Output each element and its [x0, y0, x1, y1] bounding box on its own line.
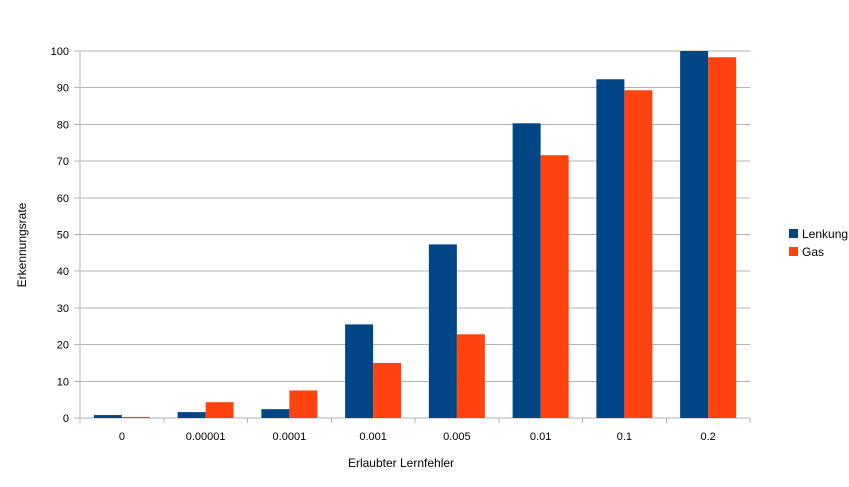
bar-lenkung-0.1 [596, 79, 625, 418]
gridlines [74, 50, 751, 423]
legend: Lenkung Gas [789, 227, 848, 259]
x-tick-label: 0 [119, 431, 125, 443]
legend-label-lenkung: Lenkung [802, 227, 848, 241]
y-tick-label: 70 [57, 156, 69, 168]
bar-gas-0.005 [456, 334, 485, 418]
x-tick-label: 0.2 [700, 431, 715, 443]
y-tick-label: 20 [57, 340, 69, 352]
bar-gas-0.001 [373, 362, 402, 418]
bar-lenkung-0.2 [680, 51, 709, 418]
legend-label-gas: Gas [802, 245, 824, 259]
bar-lenkung-0 [93, 415, 122, 418]
legend-swatch-gas [789, 247, 798, 256]
y-tick-label: 0 [63, 413, 69, 425]
y-axis-label: Erkennungsrate [15, 202, 29, 287]
bar-gas-0.0001 [289, 390, 318, 418]
y-axis-ticks: 0 10 20 30 40 50 60 70 80 90 100 [51, 46, 69, 425]
bar-lenkung-0.005 [428, 244, 457, 418]
y-tick-label: 40 [57, 266, 69, 278]
bar-lenkung-0.00001 [177, 412, 206, 418]
bar-gas-0.01 [540, 155, 569, 418]
y-tick-label: 100 [51, 46, 69, 58]
y-tick-label: 30 [57, 303, 69, 315]
bar-gas-0 [121, 416, 150, 418]
bars [93, 51, 737, 419]
x-tick-label: 0.01 [530, 431, 551, 443]
bar-gas-0.00001 [205, 402, 234, 418]
legend-swatch-lenkung [789, 229, 798, 238]
y-tick-label: 60 [57, 193, 69, 205]
y-tick-label: 50 [57, 230, 69, 242]
y-tick-label: 10 [57, 376, 69, 388]
x-tick-label: 0.00001 [186, 431, 226, 443]
x-axis-label: Erlaubter Lernfehler [348, 456, 454, 470]
x-axis-ticks: 0 0.00001 0.0001 0.001 0.005 0.01 0.1 0.2 [119, 431, 716, 443]
x-tick-label: 0.005 [443, 431, 471, 443]
x-tick-label: 0.1 [617, 431, 632, 443]
y-tick-label: 90 [57, 83, 69, 95]
bar-lenkung-0.001 [345, 324, 374, 418]
bar-lenkung-0.01 [512, 123, 541, 418]
x-tick-label: 0.0001 [273, 431, 307, 443]
bar-gas-0.2 [708, 57, 737, 418]
x-tick-label: 0.001 [359, 431, 387, 443]
bar-lenkung-0.0001 [261, 409, 290, 418]
bar-gas-0.1 [624, 90, 653, 419]
y-tick-label: 80 [57, 119, 69, 131]
